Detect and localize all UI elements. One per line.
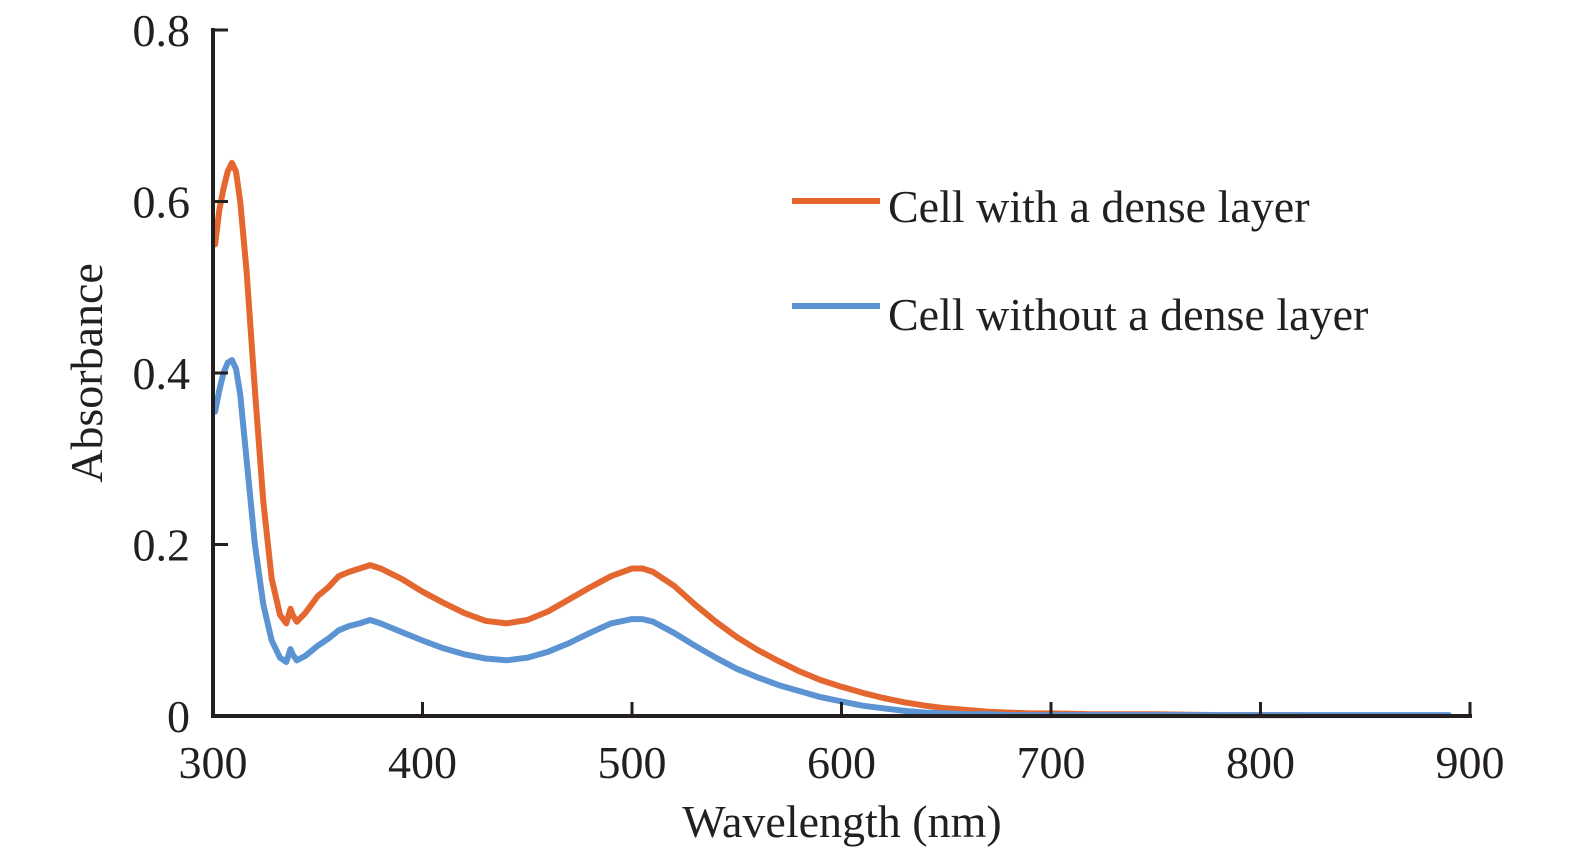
- y-tick-label: 0.4: [133, 348, 191, 399]
- legend: Cell with a dense layer Cell without a d…: [792, 181, 1368, 340]
- legend-label-with-dense-layer: Cell with a dense layer: [888, 181, 1310, 232]
- series-line-with-dense-layer: [212, 159, 1306, 719]
- x-tick-label: 300: [179, 737, 248, 788]
- x-tick-label: 400: [388, 737, 457, 788]
- x-tick-label: 700: [1017, 737, 1086, 788]
- x-axis-title: Wavelength (nm): [682, 796, 1001, 847]
- series-line-without-dense-layer: [212, 357, 1452, 719]
- x-tick-label: 800: [1226, 737, 1295, 788]
- y-axis-title: Absorbance: [61, 263, 112, 483]
- y-tick-label: 0.8: [133, 5, 191, 56]
- series-layer: [212, 159, 1452, 719]
- ticks-layer: 300 400 500 600 700 800 900 0 0.2 0.4 0.6 0.8: [133, 5, 1505, 788]
- y-tick-label: 0.6: [133, 177, 191, 228]
- y-tick-label: 0: [167, 691, 190, 742]
- y-tick-label: 0.2: [133, 520, 191, 571]
- x-tick-label: 500: [598, 737, 667, 788]
- x-tick-label: 900: [1436, 737, 1505, 788]
- x-tick-label: 600: [807, 737, 876, 788]
- legend-label-without-dense-layer: Cell without a dense layer: [888, 289, 1368, 340]
